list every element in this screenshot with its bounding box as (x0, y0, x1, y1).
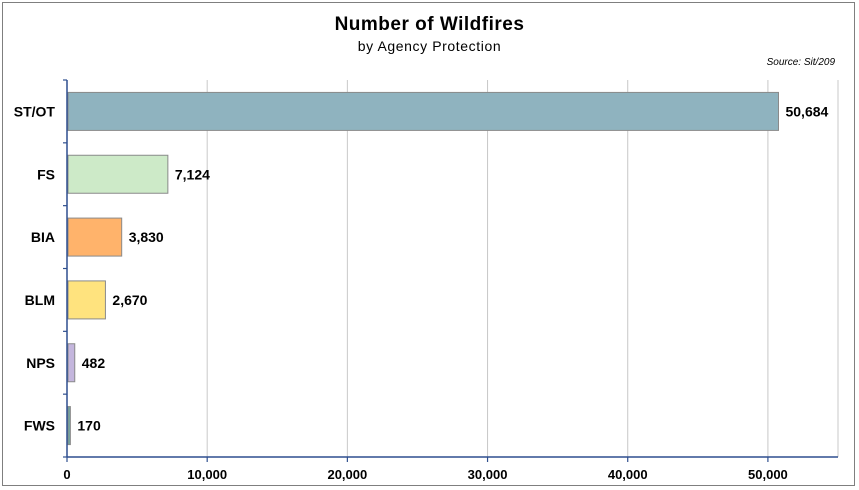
category-label-nps: NPS (26, 355, 55, 371)
category-label-bia: BIA (31, 229, 55, 245)
category-label-fws: FWS (24, 418, 55, 434)
category-label-st-ot: ST/OT (14, 103, 56, 119)
bar-nps (67, 343, 76, 383)
category-label-fs: FS (37, 166, 55, 182)
data-label-st-ot: 50,684 (785, 103, 828, 119)
bar-bia (67, 217, 123, 257)
x-tick-label-3: 30,000 (468, 467, 508, 482)
x-tick-label-5: 50,000 (748, 467, 788, 482)
chart-title: Number of Wildfires (334, 14, 525, 35)
x-tick-label-2: 20,000 (327, 467, 367, 482)
data-label-nps: 482 (82, 355, 106, 371)
data-label-bia: 3,830 (129, 229, 164, 245)
chart-subtitle: by Agency Protection (357, 38, 502, 54)
category-label-blm: BLM (25, 292, 55, 308)
chart-source-note: Source: Sit/209 (766, 57, 835, 68)
x-tick-label-4: 40,000 (608, 467, 648, 482)
bar-blm (67, 280, 106, 320)
bar-st-ot (67, 91, 779, 131)
data-label-fs: 7,124 (175, 166, 210, 182)
x-tick-label-1: 10,000 (187, 467, 227, 482)
bar-fws (67, 406, 71, 446)
data-label-blm: 2,670 (112, 292, 147, 308)
x-tick-label-0: 0 (63, 467, 70, 482)
data-label-fws: 170 (77, 418, 101, 434)
bar-fs (67, 154, 169, 194)
